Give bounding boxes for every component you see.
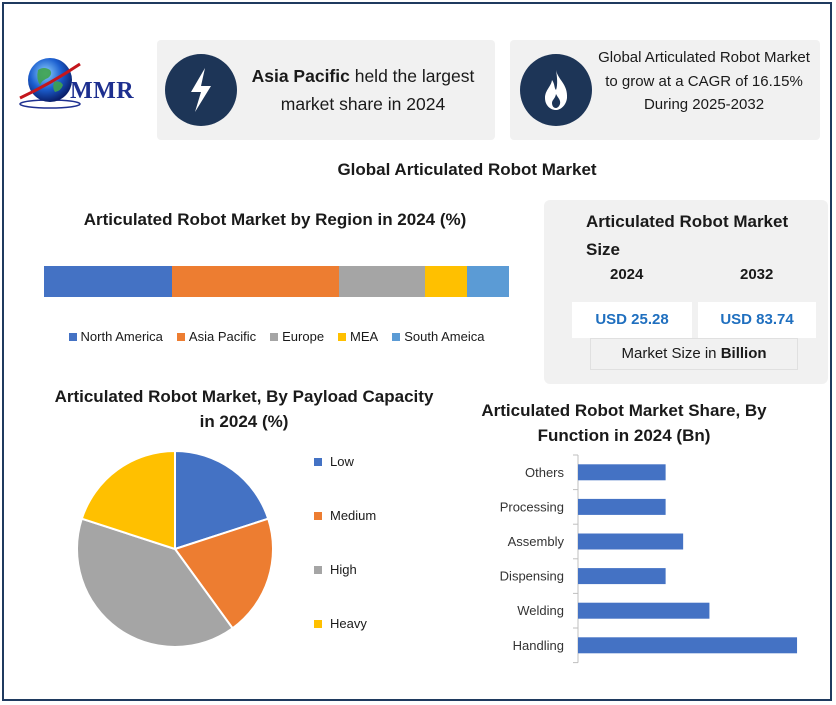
- bar-processing: [578, 498, 666, 515]
- legend-item: North America: [68, 329, 163, 344]
- legend-item: Medium: [314, 508, 424, 562]
- category-label: Assembly: [508, 534, 565, 549]
- bar-handling: [578, 637, 798, 654]
- market-size-card: Articulated Robot Market Size 2024 2032 …: [544, 200, 828, 384]
- value-2032: USD 83.74: [698, 302, 816, 338]
- year-2032-label: 2032: [740, 266, 774, 283]
- pie-slice-high: [76, 517, 235, 648]
- category-label: Dispensing: [500, 569, 564, 584]
- note-prefix: Market Size in: [621, 345, 721, 362]
- function-chart-title: Articulated Robot Market Share, By Funct…: [481, 401, 767, 445]
- region-segment-asia-pacific: [171, 266, 340, 297]
- legend-swatch: [314, 512, 322, 520]
- legend-swatch: [314, 566, 322, 574]
- legend-label: High: [330, 562, 357, 577]
- value-2024: USD 25.28: [572, 302, 692, 338]
- legend-swatch: [314, 620, 322, 628]
- region-segment-north-america: [44, 266, 172, 297]
- legend-label: Europe: [282, 329, 325, 344]
- callout-highlight: Asia Pacific: [251, 66, 350, 86]
- legend-item: MEA: [338, 329, 378, 344]
- pie-slice-medium: [173, 517, 274, 630]
- legend-label: Asia Pacific: [188, 329, 257, 344]
- legend-swatch: [314, 458, 322, 466]
- globe-icon: [19, 58, 81, 109]
- legend-swatch: [270, 332, 279, 341]
- main-title: Global Articulated Robot Market: [337, 160, 597, 179]
- callout-card-region: Asia Pacific held the largest market sha…: [157, 40, 495, 140]
- callout-text-cagr: Global Articulated Robot Market to grow …: [598, 49, 810, 113]
- legend-label: Low: [330, 454, 354, 469]
- callout-body: held the largest market share in 2024: [280, 66, 475, 114]
- legend-item: South Ameica: [392, 329, 484, 344]
- callout-circle: [520, 54, 592, 126]
- legend-label: MEA: [350, 329, 379, 344]
- category-label: Welding: [517, 603, 564, 618]
- legend-item: Low: [314, 454, 424, 508]
- payload-pie-chart: [76, 449, 274, 648]
- region-legend: North America Asia Pacific Europe MEA South …: [44, 329, 509, 344]
- region-chart-title: Articulated Robot Market by Region in 20…: [83, 210, 467, 229]
- bar-others: [578, 464, 666, 481]
- legend-swatch: [68, 332, 77, 341]
- note-unit: Billion: [720, 345, 767, 362]
- legend-item: Europe: [270, 329, 324, 344]
- bar-welding: [578, 602, 710, 619]
- mmr-logo: MMR: [14, 54, 154, 114]
- callout-text-region: Asia Pacific held the largest market sha…: [245, 62, 481, 118]
- region-stacked-bar: [44, 266, 509, 297]
- bar-assembly: [578, 533, 684, 550]
- pie-slice-heavy: [80, 449, 176, 551]
- legend-swatch: [338, 332, 347, 341]
- legend-item: Asia Pacific: [176, 329, 257, 344]
- flame-icon: [545, 70, 568, 110]
- category-label: Processing: [500, 499, 564, 514]
- market-size-note: Market Size in Billion: [590, 338, 798, 370]
- payload-chart-title: Articulated Robot Market, By Payload Cap…: [54, 387, 434, 431]
- legend-swatch: [176, 332, 185, 341]
- logo-text: MMR: [70, 78, 135, 104]
- legend-item: High: [314, 562, 424, 616]
- region-segment-europe: [339, 266, 426, 297]
- legend-label: North America: [80, 329, 163, 344]
- year-2024-label: 2024: [610, 266, 644, 283]
- legend-label: Heavy: [330, 616, 367, 631]
- legend-swatch: [392, 332, 401, 341]
- callout-circle: [165, 54, 237, 126]
- region-segment-mea: [425, 266, 468, 297]
- pie-slice-low: [174, 449, 270, 551]
- payload-legend: Low Medium High Heavy: [314, 454, 424, 670]
- market-size-title: Articulated Robot Market Size: [586, 212, 789, 259]
- legend-item: Heavy: [314, 616, 424, 670]
- bar-dispensing: [578, 568, 666, 585]
- callout-card-cagr: Global Articulated Robot Market to grow …: [510, 40, 820, 140]
- region-segment-south-ameica: [467, 266, 509, 297]
- lightning-icon: [191, 68, 211, 112]
- category-label: Handling: [513, 638, 564, 653]
- legend-label: South Ameica: [404, 329, 485, 344]
- function-bar-chart: Others Processing Assembly Dispensing Weldin…: [500, 454, 798, 664]
- category-label: Others: [525, 465, 565, 480]
- legend-label: Medium: [330, 508, 377, 523]
